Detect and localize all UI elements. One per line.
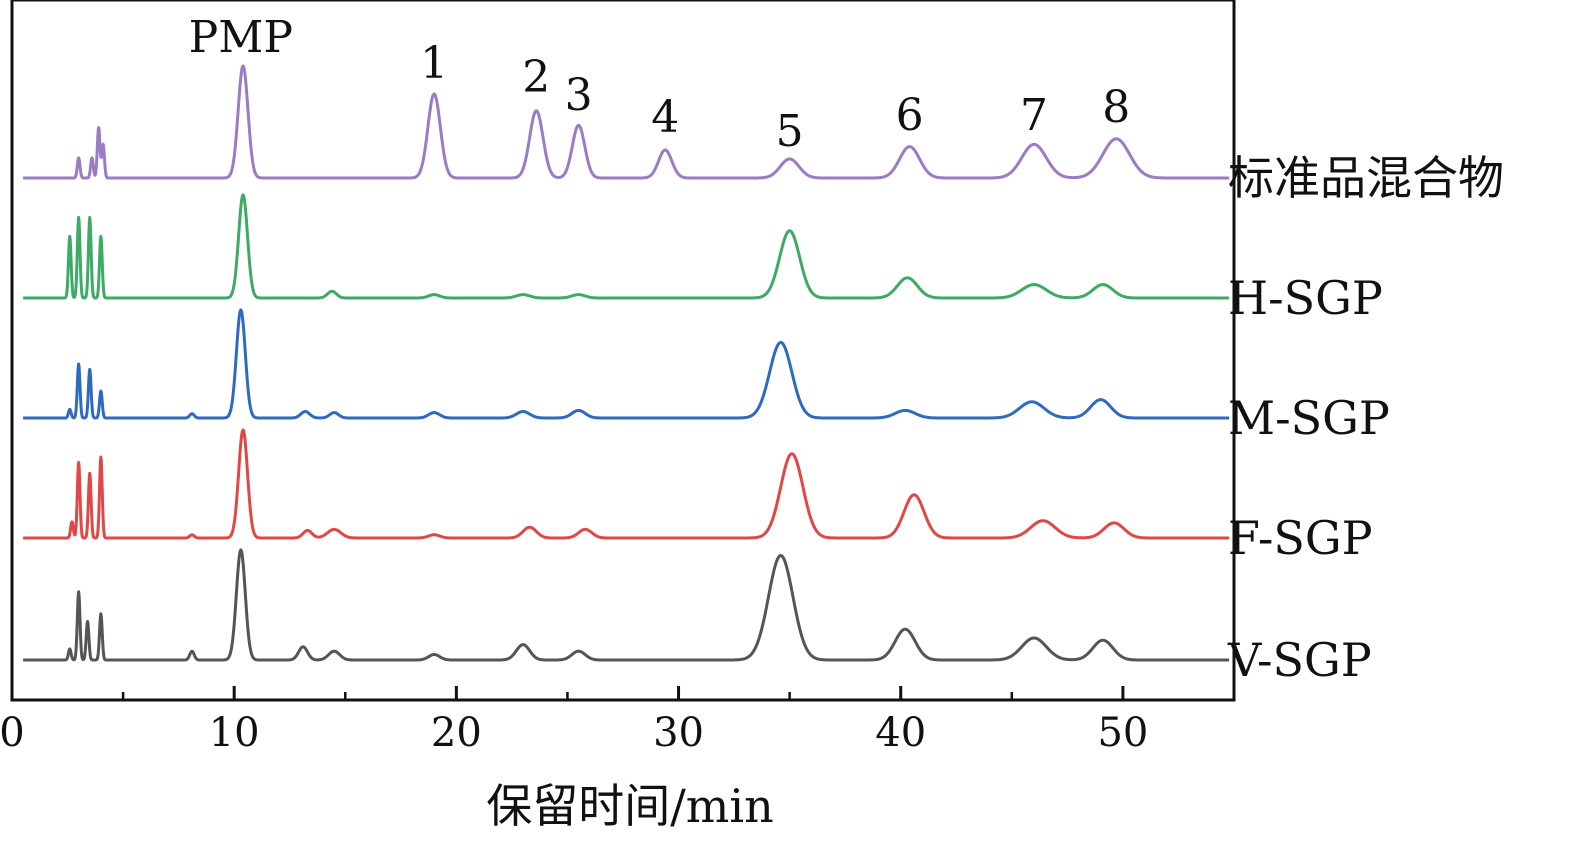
series-label-0: 标准品混合物 <box>1228 151 1504 205</box>
series-label-3: F-SGP <box>1228 511 1373 565</box>
peak-label-2: 2 <box>522 52 550 103</box>
peak-label-4: 4 <box>651 92 679 143</box>
peak-label-1: 1 <box>420 38 448 89</box>
series-label-1: H-SGP <box>1228 271 1383 325</box>
x-tick-label-2: 20 <box>431 710 482 756</box>
peak-label-8: 8 <box>1102 82 1130 133</box>
x-tick-label-1: 10 <box>209 710 260 756</box>
trace-2 <box>22 308 1231 420</box>
trace-0 <box>22 64 1231 180</box>
trace-4 <box>22 548 1231 662</box>
trace-1 <box>22 193 1231 300</box>
series-label-group: 标准品混合物 H-SGP M-SGP F-SGP V-SGP <box>1227 151 1504 687</box>
plot-frame <box>10 0 1236 702</box>
x-axis: 0 10 20 30 40 50 <box>0 686 1148 756</box>
x-tick-label-0: 0 <box>0 710 25 756</box>
x-tick-label-3: 30 <box>653 710 704 756</box>
trace-3 <box>22 428 1231 540</box>
x-tick-label-4: 40 <box>875 710 926 756</box>
series-label-2: M-SGP <box>1228 391 1390 445</box>
peak-label-7: 7 <box>1020 90 1048 141</box>
peak-label-3: 3 <box>565 70 593 121</box>
trace-group <box>22 64 1231 662</box>
series-label-4: V-SGP <box>1227 633 1372 687</box>
peak-label-6: 6 <box>896 90 924 141</box>
peak-label-5: 5 <box>776 106 804 157</box>
x-tick-label-5: 50 <box>1097 710 1148 756</box>
x-axis-title: 保留时间/min <box>486 779 773 833</box>
peak-label-0: PMP <box>189 12 293 63</box>
